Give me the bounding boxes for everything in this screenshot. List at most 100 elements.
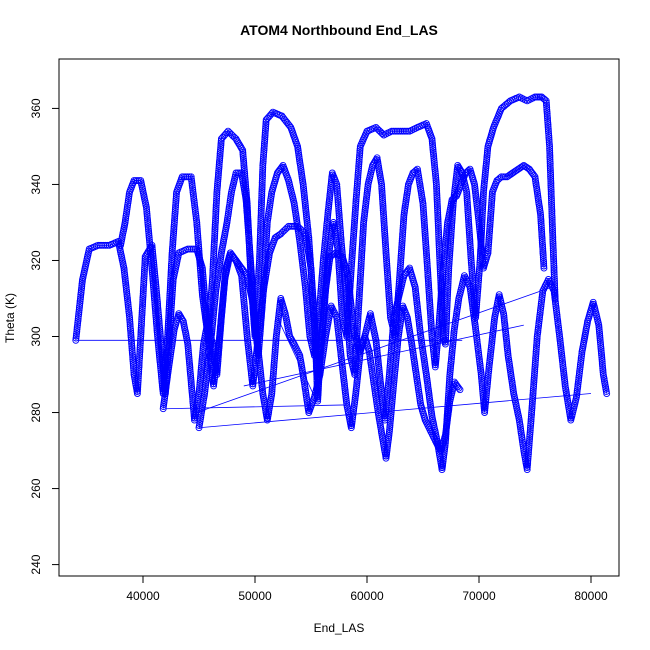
data-point (167, 268, 175, 276)
data-point (454, 301, 462, 309)
data-point (171, 205, 179, 213)
data-point (354, 314, 362, 322)
data-point (187, 175, 195, 183)
data-point (319, 267, 326, 275)
data-point (308, 283, 316, 291)
data-point (140, 268, 148, 276)
data-point (472, 314, 480, 321)
data-point (466, 244, 474, 252)
data-point (475, 272, 483, 280)
data-point (341, 283, 349, 291)
data-point (254, 343, 262, 351)
data-point (263, 223, 271, 231)
data-point (552, 304, 560, 312)
data-point (551, 295, 559, 302)
data-point (546, 142, 554, 150)
data-point (217, 318, 225, 326)
data-point (166, 292, 174, 300)
data-point (296, 240, 304, 248)
data-point (301, 380, 309, 388)
data-point (434, 217, 442, 225)
data-point (538, 296, 546, 304)
data-point (127, 331, 135, 339)
data-point (302, 294, 310, 302)
data-point (598, 360, 606, 368)
data-point (352, 193, 360, 201)
data-point (145, 227, 153, 235)
data-point (429, 141, 437, 149)
data-point (473, 298, 481, 306)
data-point (425, 290, 433, 298)
data-point (195, 387, 203, 395)
data-point (546, 162, 554, 170)
data-point (139, 302, 146, 310)
data-point (321, 243, 329, 251)
data-point (300, 274, 308, 282)
data-point (336, 339, 344, 347)
data-point (544, 119, 552, 126)
data-point (551, 277, 558, 285)
data-point (398, 237, 406, 245)
data-point (524, 459, 532, 467)
data-point (536, 209, 544, 217)
data-point (304, 307, 311, 315)
data-point (441, 247, 449, 255)
data-point (389, 387, 397, 395)
data-point (558, 352, 566, 360)
data-point (345, 336, 353, 344)
data-point (595, 328, 603, 335)
data-point (336, 220, 344, 228)
data-point (258, 177, 266, 185)
data-point (215, 346, 223, 354)
data-point (220, 281, 228, 289)
data-point (180, 173, 188, 181)
data-point (219, 301, 227, 309)
data-point (599, 362, 606, 370)
data-point (171, 214, 179, 222)
data-point (199, 344, 207, 352)
data-point (547, 184, 555, 191)
data-point (548, 203, 556, 211)
data-point (72, 332, 80, 340)
data-point (596, 332, 604, 340)
data-point (257, 220, 265, 228)
data-point (433, 187, 441, 195)
data-point (355, 153, 363, 161)
data-point (315, 316, 323, 324)
data-point (448, 353, 456, 361)
data-point (449, 338, 457, 346)
data-point (476, 358, 484, 365)
data-point (374, 404, 382, 412)
data-point (123, 292, 131, 300)
data-point (197, 273, 205, 281)
data-point (394, 289, 402, 297)
data-point (530, 378, 538, 386)
data-point (298, 253, 306, 261)
data-point (261, 133, 269, 141)
data-point (265, 210, 273, 218)
data-point (337, 231, 345, 239)
data-point (524, 450, 532, 458)
data-point (474, 347, 482, 355)
data-point (258, 192, 266, 200)
data-point (394, 297, 402, 305)
data-point (549, 233, 557, 241)
data-point (381, 236, 389, 244)
data-point (166, 288, 174, 295)
data-point (431, 170, 439, 178)
data-point (162, 352, 170, 360)
data-point (339, 261, 347, 269)
data-point (333, 187, 341, 195)
data-point (247, 267, 255, 275)
data-point (317, 285, 325, 293)
data-point (395, 280, 403, 288)
data-point (356, 288, 363, 296)
data-point (340, 380, 348, 388)
data-point (486, 352, 494, 360)
data-point (549, 229, 557, 237)
data-point (168, 251, 176, 259)
data-point (474, 342, 482, 350)
data-point (184, 245, 192, 253)
data-point (268, 390, 276, 397)
data-point (260, 273, 268, 281)
